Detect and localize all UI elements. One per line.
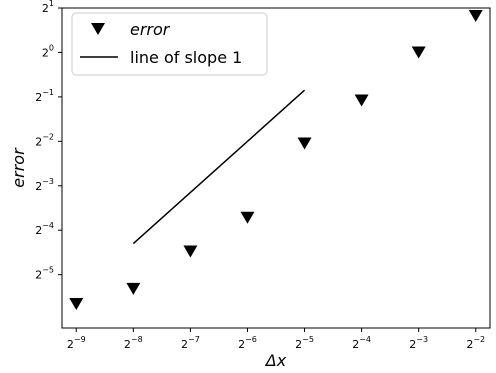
legend-line-label: line of slope 1 (130, 48, 242, 67)
x-axis-label: Δx (264, 351, 287, 370)
slope-line-series (132, 89, 306, 245)
y-tick-label: 21 (42, 0, 54, 15)
error-data-point (354, 94, 369, 107)
x-tick-label: 2−6 (238, 335, 257, 351)
error-data-point (297, 137, 312, 150)
x-tick-label: 2−7 (181, 335, 200, 351)
x-tick-label: 2−8 (124, 335, 143, 351)
slope-line (132, 89, 306, 245)
error-data-point (69, 298, 84, 310)
legend-box (71, 12, 268, 76)
x-tick-label: 2−2 (466, 335, 485, 351)
error-marker-series (69, 10, 483, 310)
x-tick-label: 2−4 (352, 335, 371, 351)
y-tick-label: 2−3 (35, 177, 54, 193)
x-axis-ticks: 2−9 2−8 2−7 2−6 2−5 2−4 2−3 2−2 (67, 328, 485, 351)
y-axis-label: error (9, 147, 28, 188)
error-data-point (126, 282, 141, 295)
x-tick-label: 2−9 (67, 335, 86, 351)
error-data-point (183, 245, 198, 258)
y-tick-label: 2−1 (35, 88, 54, 104)
error-data-point (468, 10, 483, 22)
x-tick-label: 2−5 (295, 335, 314, 351)
legend-error-label: error (130, 20, 171, 39)
legend: error line of slope 1 (71, 12, 268, 76)
y-tick-label: 20 (42, 43, 54, 59)
y-tick-label: 2−2 (35, 132, 54, 148)
y-axis-ticks: 2−5 2−4 2−3 2−2 2−1 20 21 (35, 0, 62, 282)
y-tick-label: 2−5 (35, 266, 54, 282)
legend-error-marker (91, 23, 105, 35)
error-data-point (240, 211, 255, 224)
error-data-point (411, 46, 426, 59)
x-tick-label: 2−3 (409, 335, 428, 351)
y-tick-label: 2−4 (35, 221, 54, 237)
